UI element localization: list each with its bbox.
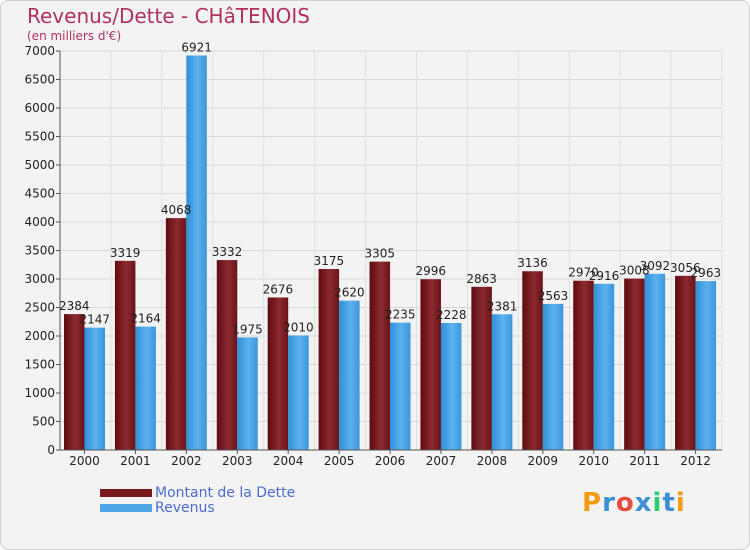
bar-revenus (440, 323, 462, 450)
x-tick-label: 2012 (680, 454, 711, 468)
bar-revenus (542, 303, 564, 450)
value-label-revenus: 6921 (181, 41, 212, 55)
bar-dette (165, 218, 187, 450)
value-label-dette: 2996 (415, 264, 446, 278)
x-tick-label: 2008 (477, 454, 508, 468)
bar-revenus (84, 327, 105, 450)
legend-swatch-dette (100, 489, 152, 497)
bar-dette (675, 275, 696, 450)
bar-dette (114, 260, 136, 450)
bar-dette (267, 297, 289, 450)
x-tick-label: 2005 (324, 454, 355, 468)
y-tick-label: 3500 (24, 244, 55, 258)
value-label-revenus: 2620 (334, 286, 365, 300)
x-tick-label: 2007 (426, 454, 457, 468)
value-label-revenus: 2235 (385, 308, 416, 322)
legend-label-dette: Montant de la Dette (155, 485, 296, 501)
y-tick-label: 4000 (24, 215, 55, 229)
y-tick-label: 7000 (24, 44, 55, 58)
x-tick-label: 2003 (222, 454, 253, 468)
bar-dette (64, 314, 85, 450)
bar-dette (420, 279, 441, 450)
bar-revenus (390, 322, 411, 450)
bar-dette (216, 260, 238, 450)
logo-letter: t (662, 488, 676, 518)
value-label-dette: 3056 (670, 261, 701, 275)
logo-letter: i (652, 488, 663, 518)
y-tick-label: 2000 (24, 329, 55, 343)
value-label-revenus: 2228 (436, 308, 467, 322)
value-label-dette: 2863 (466, 272, 497, 286)
value-label-revenus: 2010 (283, 320, 314, 334)
value-label-dette: 3136 (517, 256, 548, 270)
y-tick-label: 5000 (24, 158, 55, 172)
legend-label-revenus: Revenus (155, 500, 215, 516)
bar-dette (522, 271, 543, 450)
bar-dette (369, 261, 391, 450)
x-tick-label: 2004 (273, 454, 304, 468)
proxiti-logo: Proxiti (582, 488, 686, 518)
value-label-dette: 3305 (365, 247, 396, 261)
bar-revenus (491, 314, 513, 450)
bar-dette (471, 286, 492, 450)
value-label-revenus: 2563 (538, 289, 569, 303)
x-tick-label: 2010 (578, 454, 609, 468)
bar-revenus (288, 335, 309, 450)
logo-letter: x (634, 488, 653, 518)
bar-revenus (339, 300, 360, 450)
value-label-dette: 3319 (110, 246, 141, 260)
value-label-dette: 4068 (161, 203, 192, 217)
axes: 0 500 1000 1500 2000 2500 3000 3500 4000 4500 5000… (24, 44, 722, 468)
bar-revenus (237, 337, 258, 450)
y-tick-label: 1500 (24, 358, 55, 372)
value-label-dette: 2676 (263, 282, 294, 296)
y-tick-label: 5500 (24, 130, 55, 144)
legend-swatch-revenus (100, 504, 152, 512)
x-tick-label: 2001 (120, 454, 151, 468)
bars (64, 55, 717, 451)
value-label-dette: 3332 (212, 245, 243, 259)
value-label-revenus: 2147 (79, 313, 110, 327)
bar-dette (318, 269, 340, 450)
value-label-revenus: 2963 (691, 266, 722, 280)
y-tick-label: 500 (32, 415, 55, 429)
bar-revenus (644, 273, 666, 450)
x-tick-label: 2009 (528, 454, 559, 468)
value-label-revenus: 2916 (589, 269, 620, 283)
value-label-dette: 3175 (314, 254, 345, 268)
x-tick-label: 2002 (171, 454, 202, 468)
bar-dette (624, 278, 645, 450)
y-tick-label: 0 (47, 443, 55, 457)
y-tick-label: 3000 (24, 272, 55, 286)
value-label-dette: 2970 (568, 266, 599, 280)
y-tick-label: 2500 (24, 301, 55, 315)
logo-letter: r (602, 488, 616, 518)
chart-subtitle: (en milliers d'€) (27, 29, 122, 43)
logo-letter: P (582, 488, 603, 518)
value-label-revenus: 2381 (487, 299, 518, 313)
logo-letter: i (675, 488, 686, 518)
bar-revenus (593, 283, 615, 450)
y-tick-label: 4500 (24, 187, 55, 201)
value-label-dette: 2384 (59, 299, 90, 313)
logo-letter: o (615, 488, 635, 518)
bar-revenus (135, 326, 156, 450)
value-label-revenus: 3092 (640, 259, 671, 273)
bar-revenus (695, 281, 717, 450)
x-tick-label: 2000 (69, 454, 100, 468)
y-tick-label: 1000 (24, 386, 55, 400)
value-label-dette: 3008 (619, 264, 650, 278)
bar-revenus (186, 55, 207, 451)
x-tick-label: 2011 (629, 454, 660, 468)
x-tick-label: 2006 (375, 454, 406, 468)
value-label-revenus: 1975 (232, 322, 263, 336)
y-tick-label: 6000 (24, 101, 55, 115)
value-label-revenus: 2164 (130, 312, 161, 326)
chart-title: Revenus/Dette - CHâTENOIS (27, 4, 310, 28)
y-tick-label: 6500 (24, 73, 55, 87)
bar-dette (573, 280, 594, 450)
